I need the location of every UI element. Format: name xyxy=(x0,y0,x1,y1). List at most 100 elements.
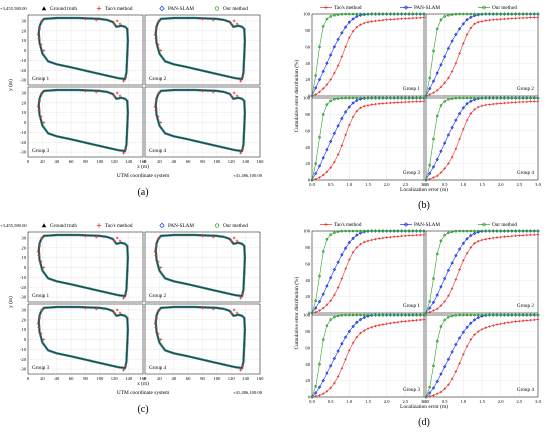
data-point xyxy=(428,306,432,310)
data-point xyxy=(419,100,422,103)
legend-marker-1 xyxy=(403,5,409,10)
group-label: Group 3 xyxy=(403,170,421,176)
legend-entry: Our method xyxy=(492,5,517,11)
y-tick-label: 10 xyxy=(21,38,26,43)
data-point xyxy=(439,325,443,328)
data-point xyxy=(343,246,348,250)
x-tick-label: 20 xyxy=(157,376,162,381)
data-point xyxy=(428,163,432,167)
tao-method-point xyxy=(239,79,242,83)
origin-label-y: +3,455,580.00 xyxy=(0,6,27,12)
data-point xyxy=(518,96,521,100)
data-point xyxy=(355,25,358,29)
data-point xyxy=(411,96,415,100)
data-point xyxy=(450,314,454,318)
data-point xyxy=(514,229,517,233)
data-point xyxy=(435,114,439,118)
data-point xyxy=(363,240,366,244)
x-tick-label: 40 xyxy=(54,159,59,164)
data-point xyxy=(477,105,480,109)
data-point xyxy=(503,322,506,325)
data-point xyxy=(363,329,366,332)
tao-method-point xyxy=(235,94,239,98)
data-point xyxy=(495,96,499,100)
data-point xyxy=(336,124,340,128)
cdf-cell-1: Group 1 0 20 40 60 80 100 xyxy=(303,12,426,99)
data-point xyxy=(344,267,347,270)
y-axis-label: y (m) xyxy=(7,296,14,308)
tao-method-point xyxy=(38,99,41,103)
data-point xyxy=(514,320,517,323)
data-point xyxy=(472,318,477,322)
data-point xyxy=(325,284,329,288)
tao-method-point xyxy=(84,306,87,310)
data-point xyxy=(450,261,454,265)
data-point xyxy=(506,313,510,317)
x-tick-label: 1.5 xyxy=(479,182,485,187)
data-point xyxy=(340,96,344,100)
data-point xyxy=(491,96,495,100)
data-point xyxy=(510,12,514,16)
data-point xyxy=(370,20,373,23)
legend-entry: PAN-SLAM xyxy=(168,6,194,12)
x-tick-label: 160 xyxy=(140,376,148,381)
data-point xyxy=(336,375,340,378)
data-point xyxy=(432,176,435,179)
data-point xyxy=(518,320,521,323)
x-tick-label: 0 xyxy=(144,376,147,381)
data-point xyxy=(317,164,322,168)
data-point xyxy=(461,22,466,26)
data-point xyxy=(370,326,373,329)
data-point xyxy=(389,12,392,16)
data-point xyxy=(499,229,502,233)
data-point xyxy=(484,238,487,241)
tao-method-point xyxy=(118,311,122,315)
data-point xyxy=(435,27,439,31)
data-point xyxy=(439,304,443,307)
data-point xyxy=(462,313,465,317)
data-point xyxy=(439,239,443,243)
data-point xyxy=(428,93,431,96)
data-point xyxy=(495,18,499,21)
data-point xyxy=(404,17,407,20)
ground-truth-trajectory xyxy=(155,89,246,152)
y-tick-label: 10 xyxy=(21,110,26,115)
y-tick-label: 100 xyxy=(303,313,311,318)
data-point xyxy=(536,233,540,236)
group-label: Group 3 xyxy=(32,148,50,154)
data-point xyxy=(432,91,435,94)
y-tick-label: 30 xyxy=(21,19,26,24)
data-point xyxy=(407,17,411,20)
tao-method-point xyxy=(39,260,43,263)
tao-method-point xyxy=(155,316,158,320)
data-point xyxy=(473,108,476,111)
tao-method-point xyxy=(39,115,43,118)
data-point xyxy=(336,37,340,42)
x-tick-label: 1.5 xyxy=(479,399,485,404)
data-point xyxy=(469,338,472,341)
data-point xyxy=(465,313,469,317)
data-point xyxy=(411,229,415,233)
data-point xyxy=(359,12,362,16)
data-point xyxy=(318,90,321,94)
data-point xyxy=(439,85,443,89)
data-point xyxy=(450,39,454,43)
data-point xyxy=(370,96,374,100)
data-point xyxy=(495,323,499,326)
legend-marker-3 xyxy=(214,6,220,11)
data-point xyxy=(432,277,435,280)
data-point xyxy=(396,235,400,238)
y-tick-label: 0 xyxy=(308,178,311,183)
data-point xyxy=(359,229,362,233)
x-tick-label: 3.0 xyxy=(421,399,427,404)
cdf-panel-b: Tao's method PAN-SLAM Our method Group 1 0 20… xyxy=(293,5,542,211)
tao-method-point xyxy=(153,250,157,254)
data-point xyxy=(514,12,517,16)
data-point xyxy=(385,96,388,100)
data-point xyxy=(340,229,344,233)
tao-method-point xyxy=(40,236,43,240)
data-point xyxy=(457,336,462,340)
tao-method-point xyxy=(37,109,41,112)
data-point xyxy=(514,101,517,104)
data-point xyxy=(454,96,458,100)
